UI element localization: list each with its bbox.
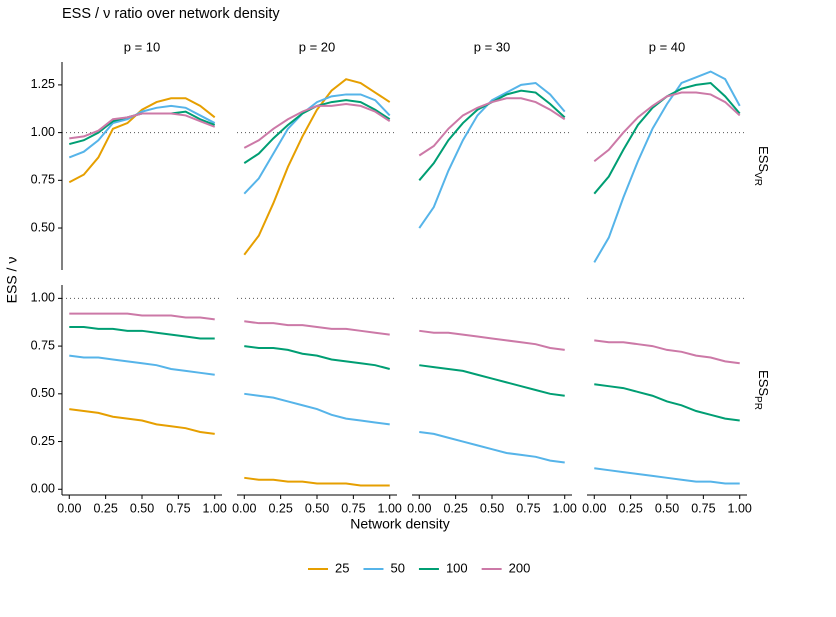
y-tick-label: 1.25 — [31, 77, 55, 91]
x-tick-label: 0.25 — [443, 501, 467, 515]
x-tick-label: 0.00 — [57, 501, 81, 515]
series-line — [68, 97, 216, 184]
series-line — [243, 78, 391, 256]
series-line — [594, 383, 740, 422]
y-axis-label: ESS / ν — [4, 257, 20, 304]
facet-label-sub: PR — [752, 396, 763, 410]
series-line — [244, 345, 390, 370]
series-line — [69, 354, 215, 376]
facet-label: p = 40 — [649, 39, 686, 54]
x-tick-label: 0.25 — [618, 501, 642, 515]
series-line — [593, 70, 741, 263]
series-line — [244, 476, 390, 487]
facet-label-sub: VR — [752, 172, 763, 186]
series-line — [69, 110, 216, 146]
series-line — [593, 81, 741, 195]
series-line — [593, 91, 741, 163]
series-line — [594, 467, 740, 485]
y-tick-label: 0.50 — [31, 220, 55, 234]
x-tick-label: 0.75 — [166, 501, 190, 515]
x-tick-label: 0.75 — [691, 501, 715, 515]
x-tick-label: 1.00 — [553, 501, 577, 515]
facet-label: p = 20 — [299, 39, 336, 54]
series-line — [594, 339, 740, 365]
facet-label: p = 30 — [474, 39, 511, 54]
x-tick-label: 0.00 — [407, 501, 431, 515]
series-line — [419, 329, 565, 351]
series-line — [418, 89, 566, 181]
facet-label-main: ESS — [756, 370, 771, 396]
y-tick-label: 0.75 — [31, 338, 55, 352]
y-tick-label: 0.00 — [31, 482, 55, 496]
facet-label: ESSPR — [752, 370, 770, 410]
series-line — [69, 112, 216, 140]
series-line — [418, 81, 566, 229]
facet-label: ESSVR — [752, 146, 770, 186]
x-tick-label: 0.50 — [305, 501, 329, 515]
facet-label: p = 10 — [124, 39, 161, 54]
legend-label: 100 — [446, 560, 468, 575]
legend-label: 50 — [390, 560, 404, 575]
series-line — [69, 312, 215, 321]
series-line — [419, 431, 565, 464]
y-tick-label: 0.75 — [31, 173, 55, 187]
x-tick-label: 0.50 — [130, 501, 154, 515]
x-tick-label: 1.00 — [728, 501, 752, 515]
x-tick-label: 0.25 — [93, 501, 117, 515]
y-tick-label: 0.50 — [31, 386, 55, 400]
series-line — [69, 326, 215, 340]
x-tick-label: 0.50 — [655, 501, 679, 515]
y-tick-label: 0.25 — [31, 434, 55, 448]
x-tick-label: 1.00 — [203, 501, 227, 515]
chart-title: ESS / ν ratio over network density — [62, 6, 280, 22]
facet-label-main: ESS — [756, 146, 771, 172]
series-line — [419, 364, 565, 397]
x-tick-label: 0.00 — [232, 501, 256, 515]
series-line — [418, 97, 566, 157]
y-tick-label: 1.00 — [31, 291, 55, 305]
legend-label: 200 — [509, 560, 531, 575]
y-tick-label: 1.00 — [31, 125, 55, 139]
series-line — [243, 93, 391, 195]
x-axis-label: Network density — [350, 516, 450, 532]
x-tick-label: 1.00 — [378, 501, 402, 515]
x-tick-label: 0.75 — [516, 501, 540, 515]
series-line — [243, 102, 391, 149]
x-tick-label: 0.50 — [480, 501, 504, 515]
legend-label: 25 — [335, 560, 349, 575]
series-line — [244, 320, 390, 336]
series-line — [68, 104, 216, 159]
series-line — [244, 392, 390, 426]
x-tick-label: 0.25 — [268, 501, 292, 515]
x-tick-label: 0.00 — [582, 501, 606, 515]
x-tick-label: 0.75 — [341, 501, 365, 515]
series-line — [69, 408, 215, 435]
